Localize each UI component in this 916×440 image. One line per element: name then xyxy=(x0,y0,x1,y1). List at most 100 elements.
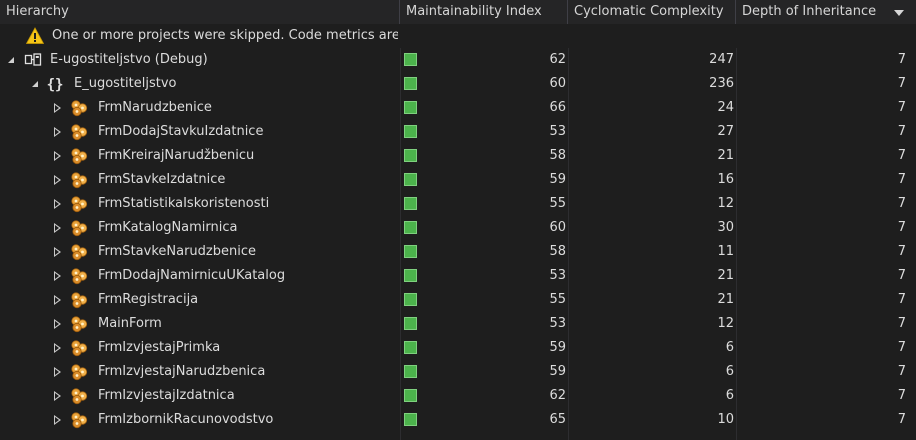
class-row[interactable]: FrmStavkeIzdatnice 59 16 7 xyxy=(0,168,916,192)
expand-toggle[interactable] xyxy=(54,223,61,233)
inheritance-value: 7 xyxy=(897,412,906,427)
cyclomatic-value: 21 xyxy=(717,148,734,163)
maintainability-indicator xyxy=(404,221,417,234)
maintainability-value: 59 xyxy=(549,364,566,379)
class-name: FrmDodajStavkuIzdatnice xyxy=(98,124,264,139)
class-icon xyxy=(71,364,88,381)
class-row[interactable]: FrmIzvjestajPrimka 59 6 7 xyxy=(0,336,916,360)
namespace-row[interactable]: {} E_ugostiteljstvo 60 236 7 xyxy=(0,72,916,96)
expand-toggle[interactable] xyxy=(54,391,61,401)
expand-toggle[interactable] xyxy=(32,81,38,87)
inheritance-value: 7 xyxy=(897,340,906,355)
expand-toggle[interactable] xyxy=(54,247,61,257)
cyclomatic-value: 27 xyxy=(717,124,734,139)
maintainability-value: 65 xyxy=(549,412,566,427)
class-name: FrmIzvjestajNarudzbenica xyxy=(98,364,266,379)
class-icon xyxy=(71,196,88,213)
class-name: FrmStavkeNarudzbenice xyxy=(98,244,256,259)
class-icon xyxy=(71,292,88,309)
class-name: MainForm xyxy=(98,316,162,331)
class-name: FrmIzvjestajIzdatnica xyxy=(98,388,235,403)
warning-icon xyxy=(26,27,44,44)
inheritance-value: 7 xyxy=(897,268,906,283)
class-row[interactable]: FrmIzvjestajNarudzbenica 59 6 7 xyxy=(0,360,916,384)
maintainability-indicator xyxy=(404,389,417,402)
project-icon xyxy=(24,53,42,66)
inheritance-value: 7 xyxy=(897,220,906,235)
column-header-cyclomatic-complexity[interactable]: Cyclomatic Complexity xyxy=(568,0,736,24)
expand-toggle[interactable] xyxy=(54,175,61,185)
expand-toggle[interactable] xyxy=(54,151,61,161)
namespace-icon: {} xyxy=(47,77,64,93)
maintainability-indicator xyxy=(404,53,417,66)
cyclomatic-value: 24 xyxy=(717,100,734,115)
inheritance-value: 7 xyxy=(897,316,906,331)
class-row[interactable]: FrmStatistikaIskoristenosti 55 12 7 xyxy=(0,192,916,216)
class-row[interactable]: FrmKreirajNarudžbenicu 58 21 7 xyxy=(0,144,916,168)
class-icon xyxy=(71,340,88,357)
class-row[interactable]: FrmDodajStavkuIzdatnice 53 27 7 xyxy=(0,120,916,144)
class-icon xyxy=(71,388,88,405)
column-header-maintainability-index[interactable]: Maintainability Index xyxy=(400,0,568,24)
cyclomatic-value: 30 xyxy=(717,220,734,235)
expand-toggle[interactable] xyxy=(54,295,61,305)
cyclomatic-value: 236 xyxy=(709,76,734,91)
expand-toggle[interactable] xyxy=(54,103,61,113)
column-divider xyxy=(400,24,401,440)
maintainability-value: 58 xyxy=(549,244,566,259)
class-icon xyxy=(71,220,88,237)
class-row[interactable]: MainForm 53 12 7 xyxy=(0,312,916,336)
class-name: FrmKatalogNamirnica xyxy=(98,220,238,235)
expand-toggle[interactable] xyxy=(54,199,61,209)
expand-toggle[interactable] xyxy=(54,343,61,353)
inheritance-value: 7 xyxy=(897,124,906,139)
expand-toggle[interactable] xyxy=(54,367,61,377)
column-header-depth-of-inheritance[interactable]: Depth of Inheritance xyxy=(736,0,916,24)
class-icon xyxy=(71,148,88,165)
class-row[interactable]: FrmDodajNamirnicuUKatalog 53 21 7 xyxy=(0,264,916,288)
warning-text: One or more projects were skipped. Code … xyxy=(52,28,398,43)
maintainability-indicator xyxy=(404,341,417,354)
warning-row[interactable]: One or more projects were skipped. Code … xyxy=(0,24,916,48)
inheritance-value: 7 xyxy=(897,388,906,403)
expand-toggle[interactable] xyxy=(54,127,61,137)
class-row[interactable]: FrmStavkeNarudzbenice 58 11 7 xyxy=(0,240,916,264)
expand-toggle[interactable] xyxy=(54,271,61,281)
maintainability-indicator xyxy=(404,125,417,138)
cyclomatic-value: 6 xyxy=(725,340,734,355)
class-name: FrmIzvjestajPrimka xyxy=(98,340,221,355)
expand-toggle[interactable] xyxy=(54,415,61,425)
inheritance-value: 7 xyxy=(897,52,906,67)
expand-toggle[interactable] xyxy=(54,319,61,329)
column-header-row: Hierarchy Maintainability Index Cyclomat… xyxy=(0,0,916,25)
expand-toggle[interactable] xyxy=(8,57,14,63)
class-name: FrmStatistikaIskoristenosti xyxy=(98,196,270,211)
namespace-name: E_ugostiteljstvo xyxy=(74,76,177,91)
cyclomatic-value: 10 xyxy=(717,412,734,427)
maintainability-indicator xyxy=(404,197,417,210)
maintainability-indicator xyxy=(404,365,417,378)
maintainability-indicator xyxy=(404,77,417,90)
cyclomatic-value: 12 xyxy=(717,196,734,211)
class-icon xyxy=(71,268,88,285)
inheritance-value: 7 xyxy=(897,196,906,211)
cyclomatic-value: 6 xyxy=(725,388,734,403)
project-row[interactable]: E-ugostiteljstvo (Debug) 62 247 7 xyxy=(0,48,916,72)
sort-descending-icon[interactable] xyxy=(894,10,904,16)
class-row[interactable]: FrmIzvjestajIzdatnica 62 6 7 xyxy=(0,384,916,408)
class-row[interactable]: FrmRegistracija 55 21 7 xyxy=(0,288,916,312)
maintainability-indicator xyxy=(404,149,417,162)
inheritance-value: 7 xyxy=(897,292,906,307)
column-header-hierarchy[interactable]: Hierarchy xyxy=(0,0,400,24)
class-row[interactable]: FrmNarudzbenice 66 24 7 xyxy=(0,96,916,120)
maintainability-value: 59 xyxy=(549,340,566,355)
maintainability-indicator xyxy=(404,293,417,306)
maintainability-value: 53 xyxy=(549,268,566,283)
maintainability-indicator xyxy=(404,245,417,258)
inheritance-value: 7 xyxy=(897,364,906,379)
maintainability-value: 59 xyxy=(549,172,566,187)
maintainability-value: 53 xyxy=(549,124,566,139)
maintainability-indicator xyxy=(404,413,417,426)
class-row[interactable]: FrmKatalogNamirnica 60 30 7 xyxy=(0,216,916,240)
class-row[interactable]: FrmIzbornikRacunovodstvo 65 10 7 xyxy=(0,408,916,432)
